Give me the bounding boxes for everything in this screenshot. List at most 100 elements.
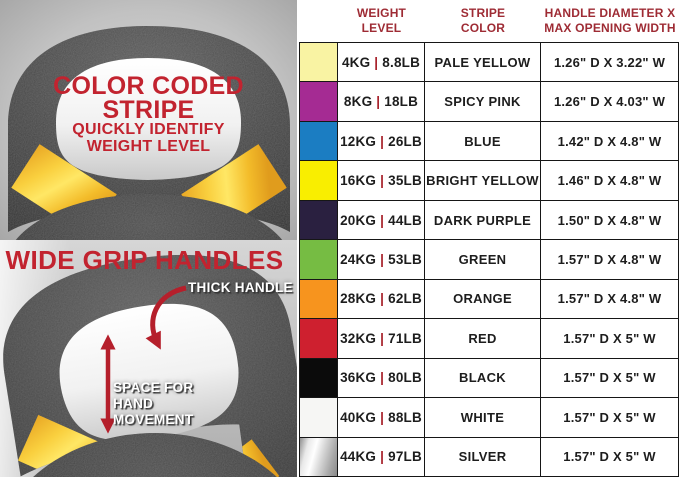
stripe-color-cell: PALE YELLOW (425, 43, 541, 82)
silver-swatch (299, 437, 338, 476)
stripe-color-cell: RED (425, 319, 541, 358)
header-line: STRIPE (460, 6, 506, 21)
weight-kg: 8KG (343, 94, 373, 110)
stripe-color-cell: DARK PURPLE (425, 200, 541, 240)
kettlebell-illustration-bottom (0, 240, 297, 477)
stripe-color-cell: BLUE (425, 121, 541, 161)
weight-cell: 8KG | 18LB (338, 82, 425, 121)
weight-cell: 36KG | 80LB (338, 358, 425, 398)
caption-line: STRIPE (102, 96, 195, 124)
weight-separator: | (376, 94, 381, 110)
weight-lb: 62LB (388, 291, 422, 307)
weight-kg: 40KG (340, 409, 377, 425)
caption-line: WEIGHT LEVEL (86, 137, 211, 155)
weight-cell: 20KG | 44LB (338, 200, 425, 240)
handle-size-cell: 1.46" D X 4.8" W (557, 173, 662, 189)
table-row: 36KG | 80LB BLACK 1.57" D X 5" W (299, 358, 678, 399)
weight-lb: 97LB (388, 449, 422, 465)
weight-cell: 32KG | 71LB (338, 319, 425, 358)
header-handle-size: HANDLE DIAMETER X MAX OPENING WIDTH (541, 6, 679, 35)
weight-lb: 18LB (384, 94, 419, 110)
weight-kg: 32KG (340, 330, 377, 346)
weight-kg: 28KG (340, 291, 377, 307)
kettlebell-photo-wide-grip: WIDE GRIP HANDLES THICK HANDLE SPACE FOR… (0, 240, 297, 477)
wide-grip-title: WIDE GRIP HANDLES (5, 245, 284, 275)
stripe-color-cell: BRIGHT YELLOW (425, 161, 541, 200)
stripe-color-cell: GREEN (425, 240, 541, 279)
handle-size-cell: 1.42" D X 4.8" W (557, 133, 662, 149)
table-row: 16KG | 35LB BRIGHT YELLOW 1.46" D X 4.8"… (299, 161, 678, 201)
caption-line: COLOR CODED (53, 72, 244, 100)
stripe-color-cell: WHITE (425, 398, 541, 437)
thick-handle-arrow (145, 285, 187, 350)
kettlebell-photo-color-coded: COLOR CODED STRIPE QUICKLY IDENTIFY WEIG… (0, 0, 297, 240)
pale-yellow-swatch (299, 43, 338, 82)
weight-cell: 44KG | 97LB (338, 437, 425, 476)
weight-separator: | (380, 449, 385, 465)
handle-size-cell: 1.50" D X 4.8" W (557, 212, 662, 228)
table-row: 40KG | 88LB WHITE 1.57" D X 5" W (299, 398, 678, 438)
weight-lb: 53LB (388, 251, 422, 267)
weight-kg: 16KG (340, 173, 377, 189)
weight-kg: 4KG (341, 54, 371, 70)
bell-texture (15, 194, 283, 240)
weight-kg: 24KG (340, 251, 377, 267)
stripe-color-cell: BLACK (425, 358, 541, 398)
black-swatch (299, 358, 338, 398)
handle-opening (56, 58, 241, 180)
callout-line: MOVEMENT (113, 411, 194, 427)
stripe-color-cell: SILVER (425, 437, 541, 476)
photo-column: COLOR CODED STRIPE QUICKLY IDENTIFY WEIG… (0, 0, 297, 477)
table-row: 24KG | 53LB GREEN 1.57" D X 4.8" W (299, 240, 678, 280)
blue-swatch (299, 121, 338, 161)
weight-cell: 12KG | 26LB (338, 121, 425, 161)
weight-cell: 4KG | 8.8LB (338, 43, 425, 82)
table-row: 28KG | 62LB ORANGE 1.57" D X 4.8" W (299, 279, 678, 320)
caption-line: QUICKLY IDENTIFY (72, 121, 225, 138)
weight-cell: 28KG | 62LB (338, 279, 425, 319)
table-row: 4KG | 8.8LB PALE YELLOW 1.26" D X 3.22" … (299, 43, 678, 83)
table-row: 20KG | 44LB DARK PURPLE 1.50" D X 4.8" W (299, 200, 678, 241)
weight-separator: | (380, 173, 385, 189)
weight-separator: | (374, 54, 379, 70)
weight-kg: 12KG (340, 133, 377, 149)
weight-kg: 36KG (340, 370, 377, 386)
header-line: LEVEL (361, 21, 402, 35)
handle-size-cell: 1.57" D X 4.8" W (557, 291, 662, 307)
red-swatch (299, 319, 338, 358)
spec-table-header: WEIGHT LEVEL STRIPE COLOR HANDLE DIAMETE… (299, 0, 679, 42)
weight-lb: 88LB (388, 409, 422, 425)
table-row: 12KG | 26LB BLUE 1.42" D X 4.8" W (299, 121, 678, 162)
bell-texture (33, 433, 277, 477)
weight-separator: | (380, 409, 385, 425)
weight-separator: | (380, 291, 385, 307)
hand-space-label: SPACE FOR HAND MOVEMENT (113, 380, 233, 428)
color-coded-caption: COLOR CODED STRIPE QUICKLY IDENTIFY WEIG… (30, 74, 267, 156)
weight-lb: 35LB (388, 173, 422, 189)
handle-size-cell: 1.26" D X 3.22" W (553, 54, 666, 70)
weight-separator: | (380, 251, 385, 267)
green-swatch (299, 240, 338, 279)
spec-table-body: 4KG | 8.8LB PALE YELLOW 1.26" D X 3.22" … (299, 42, 679, 477)
weight-separator: | (380, 330, 385, 346)
handle-size-cell: 1.57" D X 5" W (563, 370, 656, 386)
handle-size-cell: 1.26" D X 4.03" W (553, 94, 666, 110)
spicy-pink-swatch (299, 82, 338, 121)
header-weight-level: WEIGHT LEVEL (338, 6, 425, 35)
header-line: WEIGHT (356, 6, 407, 21)
kettlebell-illustration-top (0, 0, 297, 240)
weight-separator: | (380, 212, 385, 228)
weight-cell: 24KG | 53LB (338, 240, 425, 279)
weight-lb: 44LB (388, 212, 422, 228)
header-stripe-color: STRIPE COLOR (425, 6, 541, 35)
orange-swatch (299, 279, 338, 319)
weight-lb: 26LB (388, 133, 422, 149)
weight-separator: | (380, 370, 385, 386)
handle-size-cell: 1.57" D X 5" W (563, 330, 656, 346)
table-row: 8KG | 18LB SPICY PINK 1.26" D X 4.03" W (299, 82, 678, 122)
weight-kg: 44KG (340, 449, 377, 465)
header-line: MAX OPENING WIDTH (544, 21, 676, 35)
weight-kg: 20KG (340, 212, 377, 228)
callout-line: SPACE FOR HAND (113, 380, 194, 411)
